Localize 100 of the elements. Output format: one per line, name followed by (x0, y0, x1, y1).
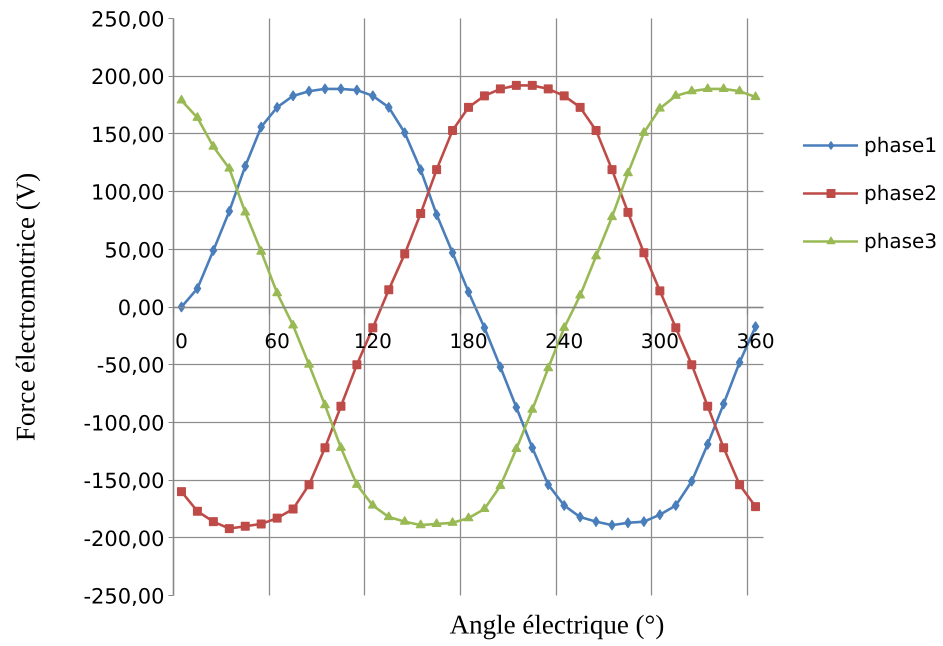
point (224, 524, 234, 534)
point (496, 84, 505, 94)
point (464, 102, 473, 112)
point (734, 86, 745, 94)
point (256, 519, 266, 528)
point (670, 90, 681, 99)
x-tick-label: 180 (449, 329, 488, 353)
point (288, 504, 298, 514)
point (671, 323, 680, 332)
point (224, 162, 234, 172)
y-tick-label: -150,00 (83, 469, 165, 494)
point (687, 360, 696, 370)
point (704, 438, 712, 450)
y-tick-label: 250,00 (91, 8, 165, 32)
point (416, 209, 426, 218)
point (448, 517, 458, 526)
y-tick-label: 100,00 (91, 180, 165, 205)
point (192, 112, 202, 121)
point (479, 503, 490, 512)
y-tick-label: -50,00 (96, 354, 165, 378)
point (320, 399, 330, 408)
point (654, 102, 665, 112)
point (575, 290, 586, 299)
point (336, 402, 346, 411)
point (400, 516, 410, 525)
point (368, 90, 377, 102)
point (544, 84, 553, 94)
point (416, 519, 426, 528)
legend-label: phase1 (864, 133, 938, 157)
point (352, 360, 362, 370)
point (464, 286, 472, 298)
point (256, 246, 266, 255)
point (638, 127, 649, 136)
point (688, 476, 696, 487)
point (607, 211, 618, 220)
legend-label: phase3 (864, 229, 938, 253)
point (208, 140, 218, 150)
x-axis-title: Angle électrique (°) (450, 610, 664, 640)
point (718, 83, 729, 92)
x-tick-label: 0 (175, 329, 188, 353)
point (527, 404, 538, 413)
point (719, 443, 728, 452)
point (257, 121, 266, 132)
point (512, 80, 521, 90)
y-tick-label: 200,00 (91, 65, 165, 90)
y-tick-label: -100,00 (83, 411, 165, 436)
point (464, 512, 474, 522)
point (623, 208, 632, 217)
point (384, 285, 394, 294)
point (703, 402, 712, 411)
point (240, 206, 250, 216)
point (432, 518, 442, 528)
point (192, 506, 202, 516)
point (400, 249, 410, 258)
y-tick-label: 50,00 (104, 238, 165, 262)
point (304, 480, 314, 490)
point (368, 500, 378, 509)
point (528, 442, 536, 454)
point (559, 322, 570, 331)
point (576, 102, 585, 112)
y-axis-title: Force électromotrice (V) (10, 172, 40, 442)
point (544, 479, 552, 490)
point (528, 80, 537, 90)
point (750, 91, 761, 100)
point (336, 442, 346, 451)
point (608, 165, 617, 174)
point (686, 86, 697, 94)
point (591, 250, 602, 260)
point (304, 359, 314, 368)
point (225, 206, 234, 217)
point (272, 287, 282, 296)
x-tick-label: 300 (640, 329, 679, 353)
point (432, 165, 442, 174)
point (702, 83, 713, 92)
point (622, 167, 633, 176)
y-tick-label: 0,00 (118, 296, 165, 320)
point (176, 487, 186, 496)
point (176, 94, 186, 104)
point (288, 320, 298, 329)
point (495, 480, 506, 489)
point (751, 502, 760, 512)
point (448, 126, 458, 135)
y-tick-label: -200,00 (83, 526, 165, 551)
legend-label: phase2 (864, 181, 938, 205)
point (352, 479, 362, 488)
point (639, 248, 648, 258)
point (400, 127, 409, 138)
x-tick-label: 60 (264, 329, 290, 353)
point (480, 91, 489, 100)
point (592, 126, 601, 135)
point (208, 517, 218, 526)
point (384, 102, 393, 113)
point (384, 511, 394, 520)
point (560, 500, 568, 511)
y-tick-label: 150,00 (91, 122, 165, 147)
y-tick-label: -250,00 (83, 584, 165, 608)
point (272, 514, 282, 523)
point (560, 91, 569, 100)
point (655, 286, 664, 296)
point (241, 160, 250, 172)
